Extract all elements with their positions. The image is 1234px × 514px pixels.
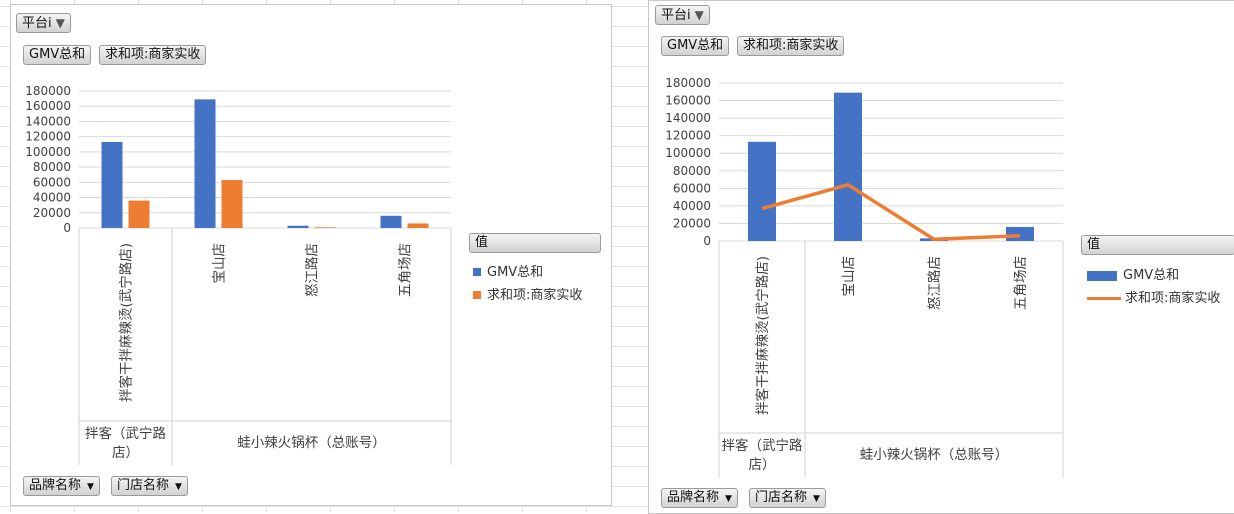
category-label: 宝山店: [212, 243, 228, 284]
bar-gmv: [101, 141, 123, 228]
filter-icon: ▼: [55, 16, 65, 30]
line-income: [761, 183, 1021, 241]
left-axis-button-store[interactable]: 门店名称 ▼: [111, 476, 188, 496]
right-axis-button-store[interactable]: 门店名称 ▼: [749, 488, 826, 508]
filter-icon: ▼: [694, 8, 704, 22]
y-tick-label: 140000: [25, 114, 71, 128]
right-chart-panel[interactable]: 平台i ▼ GMV总和 求和项:商家实收 0 20000 40000 60000 8000…: [648, 0, 1234, 514]
right-legend-item-gmv[interactable]: GMV总和: [1087, 264, 1179, 283]
y-tick-label: 100000: [665, 146, 711, 160]
right-axis-button-brand[interactable]: 品牌名称 ▼: [661, 488, 738, 508]
y-tick-label: 180000: [665, 76, 711, 90]
y-tick-label: 40000: [33, 191, 71, 205]
legend-swatch-blue: [473, 268, 481, 276]
right-value-button-income[interactable]: 求和项:商家实收: [737, 36, 845, 56]
left-legend-gmv-label: GMV总和: [487, 265, 544, 280]
legend-line-orange: [1087, 297, 1121, 300]
chevron-down-icon: ▼: [725, 494, 732, 504]
right-chart-svg: 0 20000 40000 60000 80000 100000 120000 140000 1…: [665, 76, 1064, 477]
right-legend-income-label: 求和项:商家实收: [1125, 291, 1221, 306]
bar-income: [314, 227, 336, 228]
group-label: 拌客（武宁路店）: [722, 437, 803, 473]
right-axis-store-label: 门店名称: [755, 490, 808, 505]
left-value-button-gmv[interactable]: GMV总和: [23, 45, 92, 65]
right-value-button-gmv[interactable]: GMV总和: [661, 36, 730, 56]
bar-gmv: [194, 99, 216, 228]
y-tick-label: 120000: [665, 129, 711, 143]
y-tick-label: 160000: [25, 99, 71, 113]
y-tick-label: 0: [703, 234, 711, 248]
chevron-down-icon: ▼: [813, 494, 820, 504]
y-tick-label: 80000: [673, 164, 711, 178]
group-label: 拌客（武宁路店）: [85, 425, 166, 461]
left-filter-button[interactable]: 平台i ▼: [16, 13, 71, 33]
left-axis-store-label: 门店名称: [117, 478, 170, 493]
y-tick-label: 20000: [673, 216, 711, 230]
category-label: 宝山店: [841, 256, 857, 297]
bar-income: [407, 223, 429, 228]
y-tick-label: 140000: [665, 111, 711, 125]
left-filter-label: 平台i: [22, 16, 52, 31]
bar-gmv: [380, 215, 402, 228]
group-label: 蛙小辣火锅杯（总账号）: [860, 447, 1009, 463]
right-legend-gmv-label: GMV总和: [1123, 268, 1180, 283]
left-value-button-income[interactable]: 求和项:商家实收: [99, 45, 207, 65]
category-label: 怒江路店: [927, 256, 943, 310]
y-tick-label: 160000: [665, 94, 711, 108]
right-legend-item-income[interactable]: 求和项:商家实收: [1087, 287, 1220, 306]
y-tick-label: 100000: [25, 145, 71, 159]
left-legend-income-label: 求和项:商家实收: [487, 288, 583, 303]
category-label: 拌客干拌麻辣烫(武宁路店): [754, 256, 771, 415]
category-label: 五角场店: [398, 243, 414, 297]
y-tick-label: 20000: [33, 206, 71, 220]
right-filter-label: 平台i: [661, 8, 691, 23]
category-label: 拌客干拌麻辣烫(武宁路店): [118, 243, 135, 402]
right-axis-brand-label: 品牌名称: [667, 490, 720, 505]
y-tick-label: 80000: [33, 160, 71, 174]
right-legend-title[interactable]: 值: [1081, 235, 1234, 255]
right-filter-button[interactable]: 平台i ▼: [655, 5, 710, 25]
legend-swatch-orange: [473, 291, 481, 299]
left-legend-item-gmv[interactable]: GMV总和: [473, 261, 543, 280]
bar-income: [221, 180, 243, 228]
left-chart-svg: 0200004000060000800001000001200001400001…: [25, 84, 452, 465]
left-axis-button-brand[interactable]: 品牌名称 ▼: [23, 476, 100, 496]
bar-gmv: [1006, 226, 1034, 241]
y-tick-label: 60000: [33, 175, 71, 189]
bar-income: [128, 200, 150, 228]
y-tick-label: 60000: [673, 181, 711, 195]
y-tick-label: 120000: [25, 130, 71, 144]
left-legend-item-income[interactable]: 求和项:商家实收: [473, 284, 582, 303]
bar-gmv: [287, 225, 309, 228]
y-tick-label: 40000: [673, 199, 711, 213]
left-chart-panel[interactable]: 平台i ▼ GMV总和 求和项:商家实收 0 20000 40000 60000 8000…: [10, 4, 612, 506]
y-tick-label: 0: [63, 221, 71, 235]
group-label: 蛙小辣火锅杯（总账号）: [237, 435, 386, 451]
chevron-down-icon: ▼: [87, 482, 94, 492]
chevron-down-icon: ▼: [175, 482, 182, 492]
left-legend-title[interactable]: 值: [469, 233, 601, 253]
category-label: 五角场店: [1013, 256, 1029, 310]
legend-swatch-blue: [1087, 270, 1117, 281]
category-label: 怒江路店: [305, 243, 321, 297]
bar-gmv: [748, 141, 776, 241]
y-tick-label: 180000: [25, 84, 71, 98]
bar-gmv: [834, 92, 862, 242]
left-axis-brand-label: 品牌名称: [29, 478, 82, 493]
